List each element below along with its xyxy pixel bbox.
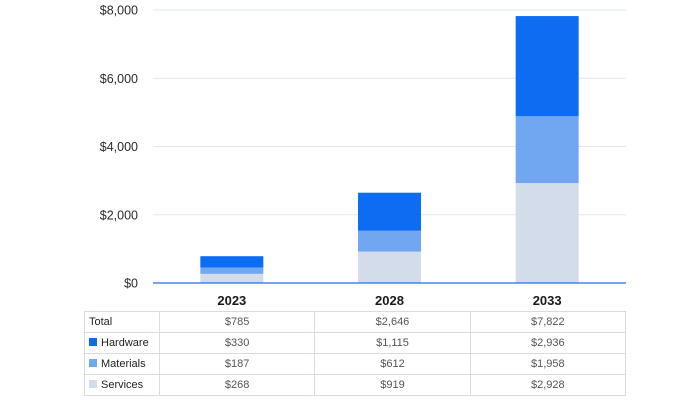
x-tick-label-2028: 2028 — [375, 293, 404, 308]
bar-services-2028 — [358, 251, 421, 283]
table-row-hardware: Hardware $330 $1,115 $2,936 — [84, 332, 627, 354]
cell-materials-2028: $612 — [314, 353, 471, 375]
legend-swatch-services — [89, 380, 97, 388]
bar-services-2033 — [515, 183, 579, 283]
table-row-materials: Materials $187 $612 $1,958 — [84, 353, 627, 375]
bar-materials-2028 — [358, 230, 421, 252]
y-tick-label: $8,000 — [100, 4, 138, 18]
bar-services-2023 — [200, 273, 264, 283]
data-table: Total $785 $2,646 $7,822 Hardware $330 $… — [84, 311, 627, 396]
row-label-services: Services — [84, 374, 160, 396]
bar-hardware-2028 — [358, 192, 421, 231]
x-tick-label-2023: 2023 — [217, 293, 246, 308]
bar-materials-2033 — [515, 116, 579, 184]
cell-hardware-2028: $1,115 — [314, 332, 471, 354]
y-tick-label: $6,000 — [100, 72, 138, 86]
cell-hardware-2033: $2,936 — [469, 332, 627, 354]
chart-plot: $0 $2,000 $4,000 $6,000 $8,000 2023 2028 2033 — [100, 4, 626, 308]
y-tick-label: $0 — [124, 277, 138, 291]
row-label-total: Total — [84, 311, 160, 333]
bar-hardware-2033 — [515, 16, 579, 117]
bar-hardware-2023 — [200, 256, 264, 268]
bar-layer — [200, 16, 579, 283]
cell-total-2023: $785 — [158, 311, 316, 333]
table-row-services: Services $268 $919 $2,928 — [84, 374, 627, 396]
axis-layer: $0 $2,000 $4,000 $6,000 $8,000 2023 2028 2033 — [100, 4, 626, 308]
y-tick-label: $4,000 — [100, 140, 138, 154]
x-tick-label-2033: 2033 — [533, 293, 562, 308]
cell-materials-2033: $1,958 — [469, 353, 627, 375]
legend-swatch-materials — [89, 359, 97, 367]
cell-services-2023: $268 — [158, 374, 316, 396]
cell-total-2033: $7,822 — [469, 311, 627, 333]
cell-services-2028: $919 — [314, 374, 471, 396]
row-label-materials: Materials — [84, 353, 160, 375]
row-label-hardware: Hardware — [84, 332, 160, 354]
cell-hardware-2023: $330 — [158, 332, 316, 354]
legend-swatch-hardware — [89, 338, 97, 346]
y-tick-label: $2,000 — [100, 208, 138, 222]
table-row-total: Total $785 $2,646 $7,822 — [84, 311, 627, 333]
cell-materials-2023: $187 — [158, 353, 316, 375]
cell-total-2028: $2,646 — [314, 311, 471, 333]
bar-materials-2023 — [200, 267, 264, 274]
cell-services-2033: $2,928 — [469, 374, 627, 396]
